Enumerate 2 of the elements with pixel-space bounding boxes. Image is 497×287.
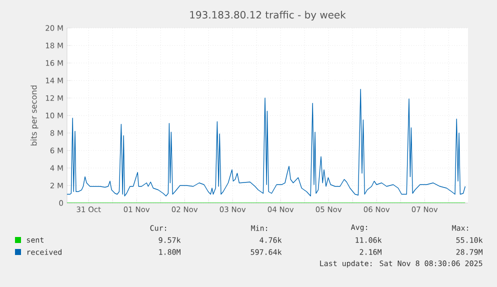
chart-title: 193.183.80.12 traffic - by week — [190, 10, 346, 21]
line-series — [67, 88, 466, 196]
